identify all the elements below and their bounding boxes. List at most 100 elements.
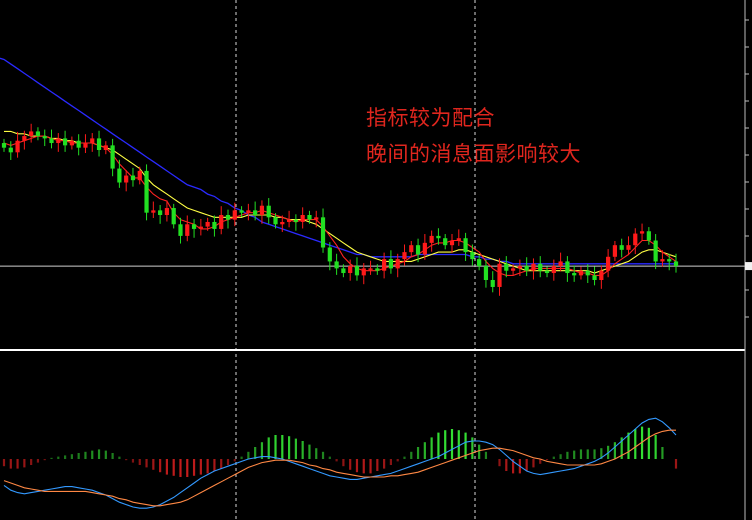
candle-body <box>266 205 271 218</box>
candle <box>558 252 563 272</box>
macd-histogram <box>2 426 678 477</box>
candle-body <box>327 247 332 262</box>
candle <box>198 218 203 236</box>
candle <box>90 133 95 152</box>
candle-body <box>76 140 81 148</box>
candle <box>164 200 170 222</box>
annotation-line-2: 晚间的消息面影响较大 <box>366 142 581 166</box>
candle <box>320 208 326 253</box>
candle-body <box>158 210 163 215</box>
candle <box>29 123 34 143</box>
candle-body <box>544 270 550 274</box>
candle <box>443 234 448 250</box>
ma-long-line <box>0 57 676 265</box>
candle-body <box>368 268 373 270</box>
candle <box>490 271 495 293</box>
candle <box>388 250 394 274</box>
candle-body <box>463 238 468 253</box>
candle <box>653 234 658 270</box>
candle <box>266 198 271 224</box>
candle-body <box>29 131 34 137</box>
candle-body <box>361 268 366 276</box>
candle-body <box>103 145 108 150</box>
candle-body <box>490 280 495 287</box>
candle <box>205 217 210 231</box>
candle <box>219 206 224 235</box>
candle <box>409 241 414 257</box>
candle <box>578 266 584 280</box>
candle-body <box>477 259 482 267</box>
candle-body <box>578 270 584 276</box>
candle-body <box>626 245 631 250</box>
candle <box>42 129 47 147</box>
candle <box>497 258 502 296</box>
candle-body <box>443 238 448 246</box>
candle-body <box>606 256 611 271</box>
candle-body <box>456 238 461 241</box>
candle-body <box>524 266 529 271</box>
candle-body <box>510 268 516 271</box>
candle <box>606 249 611 278</box>
moving-averages <box>0 57 677 276</box>
candle <box>151 201 156 219</box>
candle <box>62 130 68 152</box>
candle <box>626 236 631 256</box>
candle <box>633 228 638 254</box>
candle <box>619 238 624 258</box>
candle <box>612 241 618 261</box>
candle-body <box>551 266 556 274</box>
candle-body <box>110 145 115 169</box>
candles <box>1 123 679 296</box>
candle <box>96 130 102 157</box>
candle <box>178 217 183 244</box>
candle <box>524 257 529 277</box>
candle <box>259 200 265 224</box>
candle <box>334 253 339 275</box>
candle <box>646 227 651 245</box>
candle-body <box>341 268 346 274</box>
candle-body <box>538 263 543 271</box>
candle-body <box>56 138 61 144</box>
candle <box>639 223 645 241</box>
candle <box>660 250 665 267</box>
candle-body <box>599 270 604 280</box>
candle <box>253 201 258 221</box>
candle <box>572 265 577 282</box>
candle <box>232 202 237 227</box>
candle-body <box>62 138 68 146</box>
candle <box>470 244 475 266</box>
candle-body <box>232 210 237 220</box>
candle-body <box>198 226 203 229</box>
candle <box>130 167 136 187</box>
candle-body <box>171 208 176 225</box>
candle-body <box>504 263 509 271</box>
candle <box>667 253 672 271</box>
candle-body <box>409 245 414 253</box>
candle-body <box>334 261 339 269</box>
candle <box>463 232 468 261</box>
candle-body <box>225 215 231 220</box>
candle-body <box>22 136 27 141</box>
candle-body <box>124 175 129 183</box>
candle <box>15 131 20 158</box>
candle-body <box>375 268 380 271</box>
candle <box>69 136 74 150</box>
annotation-line-1: 指标较为配合 <box>366 106 495 130</box>
candle <box>422 234 427 260</box>
candle-body <box>259 205 265 215</box>
candle <box>395 253 400 278</box>
candle <box>1 138 7 152</box>
candle-body <box>212 221 217 229</box>
candle-body <box>673 261 679 267</box>
candle <box>191 218 197 238</box>
candle-body <box>572 273 577 276</box>
candle <box>354 257 360 281</box>
candle <box>124 170 129 192</box>
candle-body <box>660 259 665 262</box>
candle-body <box>83 143 88 148</box>
candle-body <box>436 235 441 239</box>
candle <box>103 141 108 155</box>
candle <box>22 130 27 150</box>
